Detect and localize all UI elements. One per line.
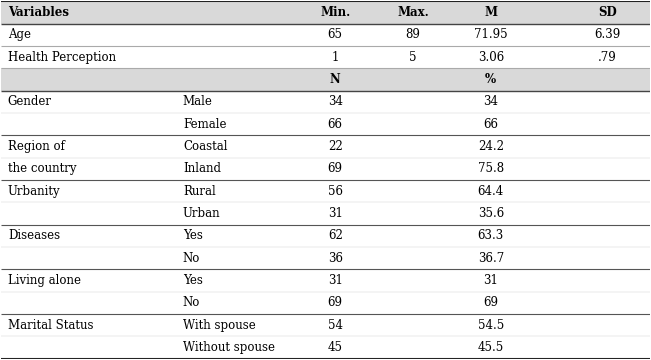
Text: 69: 69 [327,296,342,309]
Text: Yes: Yes [183,274,202,287]
Text: 22: 22 [328,140,342,153]
Text: 45.5: 45.5 [478,341,504,354]
Text: 35.6: 35.6 [478,207,504,220]
Text: 71.95: 71.95 [474,28,508,41]
Text: 63.3: 63.3 [478,229,504,242]
Text: With spouse: With spouse [183,319,256,332]
Text: Rural: Rural [183,185,215,198]
Text: SD: SD [598,6,617,19]
Text: Health Perception: Health Perception [8,51,116,64]
Text: Inland: Inland [183,162,221,175]
Text: 69: 69 [483,296,498,309]
Text: %: % [485,73,496,86]
Text: No: No [183,296,201,309]
Text: M: M [484,6,497,19]
Text: 24.2: 24.2 [478,140,504,153]
Text: Min.: Min. [320,6,350,19]
Text: 34: 34 [327,95,342,108]
Text: 56: 56 [327,185,342,198]
Text: Female: Female [183,118,227,131]
Text: Urban: Urban [183,207,221,220]
Text: 75.8: 75.8 [478,162,504,175]
Text: .79: .79 [598,51,617,64]
Text: Variables: Variables [8,6,69,19]
Text: N: N [330,73,340,86]
Bar [1,1,650,24]
Text: 31: 31 [328,274,342,287]
Text: Without spouse: Without spouse [183,341,275,354]
Text: 54: 54 [327,319,342,332]
Text: Age: Age [8,28,31,41]
Text: No: No [183,252,201,265]
Text: 1: 1 [331,51,339,64]
Text: 64.4: 64.4 [478,185,504,198]
Text: 66: 66 [483,118,498,131]
Text: 3.06: 3.06 [478,51,504,64]
Text: 65: 65 [327,28,342,41]
Text: 62: 62 [328,229,342,242]
Text: Max.: Max. [397,6,429,19]
Text: 45: 45 [327,341,342,354]
Text: Urbanity: Urbanity [8,185,61,198]
Text: 5: 5 [409,51,417,64]
Text: 6.39: 6.39 [594,28,620,41]
Text: 36.7: 36.7 [478,252,504,265]
Text: Diseases: Diseases [8,229,60,242]
Text: 66: 66 [327,118,342,131]
Text: 89: 89 [406,28,421,41]
Bar [1,68,650,91]
Text: 31: 31 [483,274,498,287]
Text: 54.5: 54.5 [478,319,504,332]
Text: Gender: Gender [8,95,52,108]
Text: 69: 69 [327,162,342,175]
Text: Coastal: Coastal [183,140,227,153]
Text: 31: 31 [328,207,342,220]
Text: Marital Status: Marital Status [8,319,93,332]
Text: Male: Male [183,95,213,108]
Text: Living alone: Living alone [8,274,81,287]
Text: 36: 36 [327,252,342,265]
Text: Yes: Yes [183,229,202,242]
Text: 34: 34 [483,95,498,108]
Text: Region of: Region of [8,140,64,153]
Text: the country: the country [8,162,76,175]
